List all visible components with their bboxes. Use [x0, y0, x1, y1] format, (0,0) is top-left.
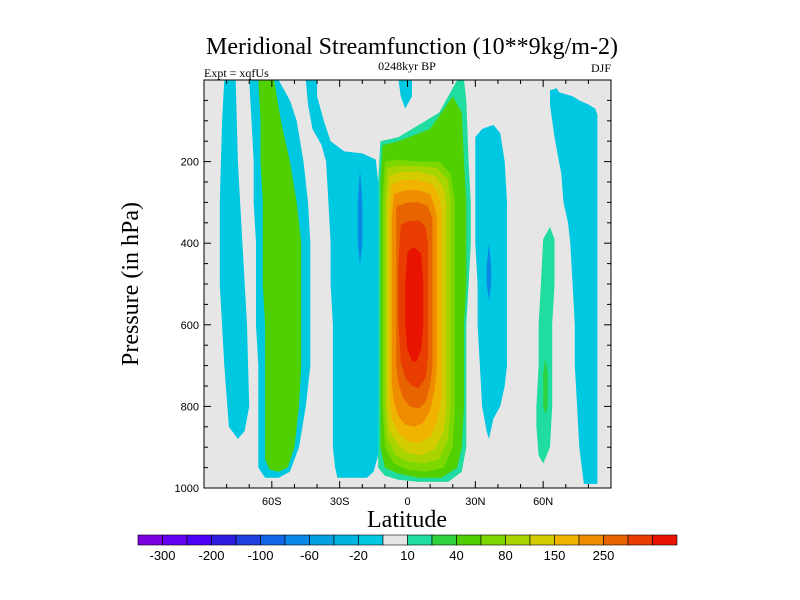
colorbar-label: 80 — [498, 548, 512, 563]
x-tick-label: 60N — [533, 496, 553, 508]
x-tick-label: 30N — [465, 496, 485, 508]
contour-fills — [219, 80, 598, 484]
cell-hadley-cyan — [305, 80, 383, 478]
colorbar-label: -300 — [149, 548, 175, 563]
colorbar-swatch — [235, 534, 261, 546]
colorbar-label: -20 — [349, 548, 368, 563]
colorbar-swatch — [382, 534, 408, 546]
x-axis-label: Latitude — [367, 507, 447, 533]
chart-title: Meridional Streamfunction (10**9kg/m-2) — [206, 34, 618, 60]
x-tick-label: 0 — [404, 496, 410, 508]
colorbar: -300 -200 -100 -60 -20 10 40 80 150 250 — [137, 534, 678, 563]
colorbar-label: -100 — [247, 548, 273, 563]
cell-nh-mid-green — [543, 357, 548, 415]
cell-nh-polar-cyan — [550, 88, 598, 484]
colorbar-swatch — [137, 534, 163, 546]
colorbar-swatch — [333, 534, 359, 546]
colorbar-swatch — [529, 534, 555, 546]
colorbar-label: -60 — [300, 548, 319, 563]
colorbar-swatch — [505, 534, 531, 546]
y-tick-label: 800 — [181, 401, 199, 413]
y-tick-label: 1000 — [175, 483, 199, 495]
colorbar-label: 150 — [544, 548, 566, 563]
y-tick-label: 600 — [181, 320, 199, 332]
cell-sh-ferrel-green — [258, 80, 302, 472]
colorbar-swatch — [211, 534, 237, 546]
colorbar-swatch — [652, 534, 678, 546]
x-tick-label: 30S — [330, 496, 350, 508]
colorbar-swatch — [578, 534, 604, 546]
colorbar-label: 10 — [400, 548, 414, 563]
y-axis-label: Pressure (in hPa) — [118, 202, 144, 366]
colorbar-swatch — [284, 534, 310, 546]
cell-main-core — [405, 247, 424, 362]
colorbar-label: 40 — [449, 548, 463, 563]
cell-sh-polar-cyan — [219, 80, 250, 439]
colorbar-swatch — [407, 534, 433, 546]
colorbar-swatch — [554, 534, 580, 546]
colorbar-swatch — [358, 534, 384, 546]
colorbar-swatch — [431, 534, 457, 546]
y-tick-label: 400 — [181, 238, 199, 250]
colorbar-swatch — [186, 534, 212, 546]
season-label: DJF — [591, 61, 611, 75]
cell-sh-hadley-blue — [357, 169, 363, 264]
colorbar-swatch — [480, 534, 506, 546]
cell-tropics-cyan-strip — [398, 80, 412, 109]
colorbar-swatch — [456, 534, 482, 546]
y-tick-label: 200 — [181, 157, 199, 169]
cell-nh-mid-teal — [536, 226, 555, 464]
experiment-label: Expt = xqfUs — [204, 66, 269, 80]
colorbar-swatch — [627, 534, 653, 546]
colorbar-swatch — [603, 534, 629, 546]
axis-ticks: 60S 30S 0 30N 60N 200 400 600 800 1000 — [175, 80, 611, 508]
cell-nh-subtropics-blue — [486, 243, 492, 301]
colorbar-swatch — [260, 534, 286, 546]
colorbar-swatch — [162, 534, 188, 546]
colorbar-label: -200 — [198, 548, 224, 563]
period-label: 0248kyr BP — [378, 59, 436, 73]
colorbar-swatch — [309, 534, 335, 546]
x-tick-label: 60S — [262, 496, 282, 508]
colorbar-label: 250 — [593, 548, 615, 563]
